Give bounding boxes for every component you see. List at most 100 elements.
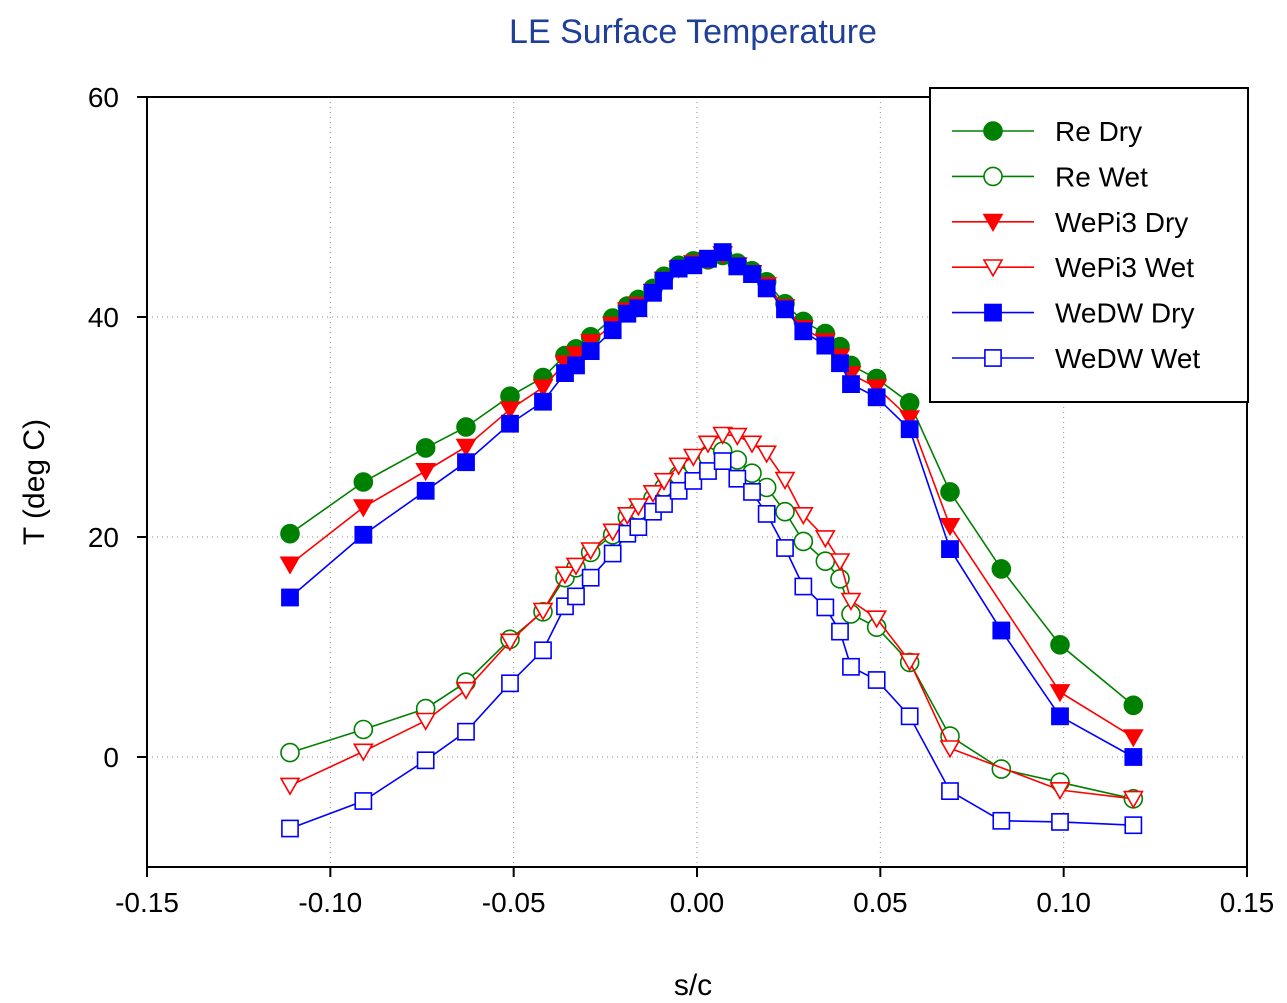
legend-label-wepi3-dry: WePi3 Dry [1055, 207, 1188, 238]
legend-marker-re-wet [983, 166, 1003, 187]
data-point-wepi3-wet [726, 427, 748, 446]
data-point-re-wet [991, 759, 1012, 779]
legend-marker-wepi3-wet [982, 259, 1004, 278]
series-re-wet [280, 441, 1144, 809]
data-point-re-dry [940, 482, 960, 502]
data-point-wedw-wet [699, 462, 717, 480]
series-layer [279, 243, 1144, 838]
data-point-wedw-wet [534, 641, 552, 660]
data-point-wepi3-wet [653, 472, 675, 492]
data-point-wepi3-wet [627, 498, 649, 517]
data-point-wedw-wet [281, 819, 299, 838]
legend-marker-re-dry [983, 121, 1003, 141]
data-point-re-dry [1123, 695, 1144, 716]
data-point-wepi3-wet [756, 445, 778, 464]
data-point-wedw-dry [629, 299, 648, 318]
data-point-wepi3-dry [352, 499, 374, 518]
data-point-re-wet [793, 531, 814, 552]
data-point-re-dry [280, 523, 300, 544]
x-tick-label: 0.10 [1036, 887, 1091, 918]
data-point-wepi3-wet [668, 457, 690, 476]
data-point-wepi3-wet [565, 557, 587, 576]
data-point-wedw-wet [831, 622, 849, 641]
data-point-wedw-dry [941, 540, 959, 559]
data-point-re-dry [1050, 634, 1070, 655]
data-point-wepi3-wet [580, 542, 602, 561]
data-point-wepi3-wet [1049, 781, 1071, 801]
series-wedw-wet [281, 452, 1143, 838]
series-line-wepi3-wet [289, 433, 1134, 800]
data-point-wedw-dry [816, 336, 835, 355]
x-tick-label: 0.15 [1220, 887, 1275, 918]
chart-title: LE Surface Temperature [509, 13, 877, 51]
data-point-wedw-wet [728, 469, 747, 488]
x-axis-label: s/c [674, 969, 712, 1002]
data-point-wedw-dry [281, 588, 299, 607]
y-tick-label: 60 [88, 82, 119, 113]
data-point-wedw-wet [669, 481, 688, 500]
data-point-wedw-wet [1051, 812, 1069, 831]
data-point-re-dry [456, 417, 476, 437]
data-point-wedw-dry [354, 525, 373, 544]
data-point-wepi3-wet [741, 435, 763, 454]
data-point-wepi3-dry [499, 401, 521, 420]
data-point-wepi3-wet [279, 777, 301, 796]
data-point-wepi3-dry [415, 462, 437, 482]
data-point-wepi3-wet [840, 592, 862, 611]
data-point-re-dry [899, 392, 920, 413]
data-point-wedw-wet [743, 482, 761, 501]
legend-marker-wedw-wet [984, 349, 1002, 367]
axis-ticks: -0.15 -0.10 -0.05 0.00 0.05 0.10 0.15 0 20 40 60 [88, 82, 1274, 918]
data-point-wedw-wet [842, 657, 860, 676]
data-point-wepi3-dry [279, 556, 301, 575]
data-point-wedw-wet [581, 568, 600, 587]
data-point-wedw-dry [655, 271, 673, 290]
x-tick-label: -0.15 [115, 887, 179, 918]
data-point-re-wet [353, 719, 374, 740]
data-point-wepi3-wet [814, 530, 836, 549]
data-point-wepi3-wet [642, 484, 664, 504]
data-point-wedw-dry [1051, 707, 1069, 726]
data-point-wedw-wet [457, 722, 475, 741]
data-point-wedw-wet [1124, 816, 1143, 835]
data-point-wepi3-wet [532, 602, 554, 621]
data-point-wepi3-dry [866, 379, 888, 398]
data-point-wedw-dry [743, 265, 761, 284]
data-point-wepi3-dry [899, 410, 921, 429]
legend: Re Dry Re Wet WePi3 Dry WePi3 Wet WeDW Dry We… [929, 87, 1249, 403]
data-point-wepi3-wet [499, 633, 521, 652]
data-point-wepi3-dry [1122, 729, 1144, 748]
x-tick-label: 0.05 [853, 887, 908, 918]
data-point-wedw-dry [728, 257, 747, 276]
data-point-wedw-dry [416, 481, 435, 500]
data-point-wedw-wet [684, 471, 703, 490]
data-point-wepi3-wet [352, 743, 374, 762]
data-point-wepi3-wet [792, 506, 814, 526]
x-tick-label: -0.05 [482, 887, 546, 918]
data-point-wedw-wet [713, 452, 732, 471]
legend-marker-wepi3-dry [982, 213, 1004, 232]
data-point-wepi3-wet [415, 712, 437, 731]
data-point-wedw-wet [501, 674, 519, 693]
y-tick-label: 0 [103, 742, 119, 773]
data-point-wedw-dry [757, 279, 776, 298]
data-point-wedw-dry [842, 375, 860, 394]
data-point-wepi3-wet [602, 523, 624, 542]
data-point-wedw-wet [900, 707, 919, 726]
data-point-wedw-wet [655, 495, 673, 513]
data-point-wedw-wet [867, 671, 886, 689]
data-point-wepi3-dry [455, 438, 477, 457]
data-point-re-wet [775, 501, 795, 522]
legend-label-re-dry: Re Dry [1055, 116, 1142, 147]
data-point-wedw-dry [684, 256, 703, 275]
data-point-wedw-wet [567, 587, 585, 606]
legend-label-re-wet: Re Wet [1055, 161, 1148, 192]
data-point-wepi3-wet [899, 653, 921, 672]
data-point-wedw-wet [794, 577, 813, 596]
legend-label-wedw-wet: WeDW Wet [1055, 343, 1200, 374]
data-point-wedw-wet [992, 811, 1011, 830]
data-point-wedw-dry [831, 354, 849, 373]
data-point-wedw-dry [534, 392, 552, 411]
data-point-wedw-dry [992, 621, 1011, 640]
